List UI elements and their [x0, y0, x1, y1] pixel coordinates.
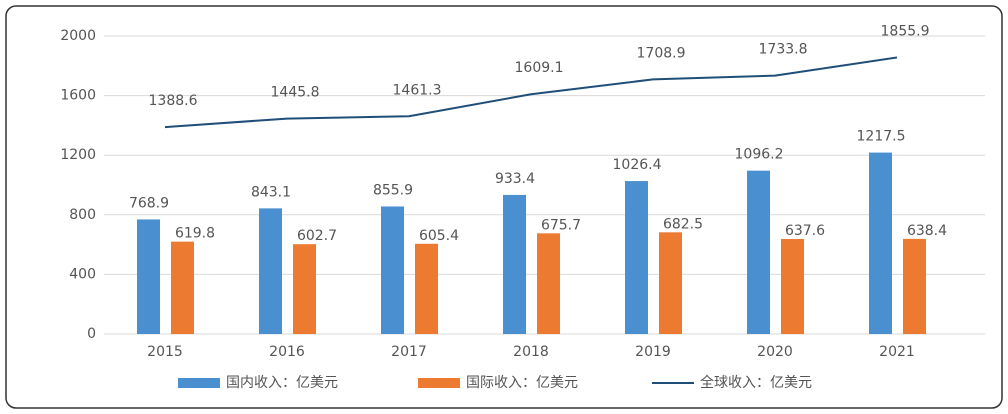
y-tick-label: 1200: [60, 147, 96, 163]
value-label: 855.9: [373, 182, 413, 198]
bar: [537, 233, 560, 334]
y-tick-label: 800: [69, 207, 96, 223]
bar: [259, 208, 282, 334]
value-label: 1461.3: [393, 82, 442, 98]
x-tick-label: 2016: [269, 344, 305, 360]
value-label: 1609.1: [515, 60, 564, 76]
value-label: 1026.4: [613, 157, 662, 173]
x-tick-label: 2015: [147, 344, 183, 360]
legend-label: 国内收入：亿美元: [226, 375, 338, 391]
value-label: 1096.2: [735, 147, 784, 163]
x-tick-label: 2018: [513, 344, 549, 360]
value-label: 1388.6: [149, 93, 198, 109]
bar: [293, 244, 316, 334]
y-tick-label: 2000: [60, 28, 96, 44]
y-tick-label: 400: [69, 266, 96, 282]
value-label: 638.4: [907, 223, 947, 239]
value-label: 619.8: [175, 226, 215, 242]
bar: [869, 152, 892, 334]
value-label: 602.7: [297, 228, 337, 244]
value-label: 1855.9: [881, 23, 930, 39]
bar: [137, 219, 160, 334]
x-tick-label: 2020: [757, 344, 793, 360]
bar: [381, 206, 404, 334]
line: [164, 56, 898, 129]
value-label: 1733.8: [759, 42, 808, 58]
value-label: 1708.9: [637, 45, 686, 61]
value-label: 1217.5: [857, 129, 906, 145]
bar: [503, 194, 526, 334]
value-label: 682.5: [663, 216, 703, 232]
x-tick-label: 2017: [391, 344, 427, 360]
legend-label: 国际收入：亿美元: [466, 375, 578, 391]
bar: [659, 232, 682, 334]
value-label: 933.4: [495, 171, 535, 187]
value-label: 843.1: [251, 184, 291, 200]
bar: [171, 241, 194, 334]
value-label: 1445.8: [271, 85, 320, 101]
legend-label: 全球收入：亿美元: [700, 374, 812, 391]
bar: [625, 181, 648, 334]
legend-swatch: [418, 378, 460, 388]
value-label: 768.9: [129, 195, 169, 211]
bar: [415, 243, 438, 334]
y-tick-label: 1600: [60, 88, 96, 104]
value-label: 637.6: [785, 223, 825, 239]
x-tick-label: 2019: [635, 344, 671, 360]
value-label: 675.7: [541, 217, 581, 233]
x-tick-label: 2021: [879, 344, 915, 360]
bar: [781, 238, 804, 334]
y-tick-label: 0: [87, 326, 96, 342]
bar: [903, 238, 926, 334]
legend-swatch: [178, 378, 220, 388]
value-label: 605.4: [419, 228, 459, 244]
bar: [747, 170, 770, 334]
